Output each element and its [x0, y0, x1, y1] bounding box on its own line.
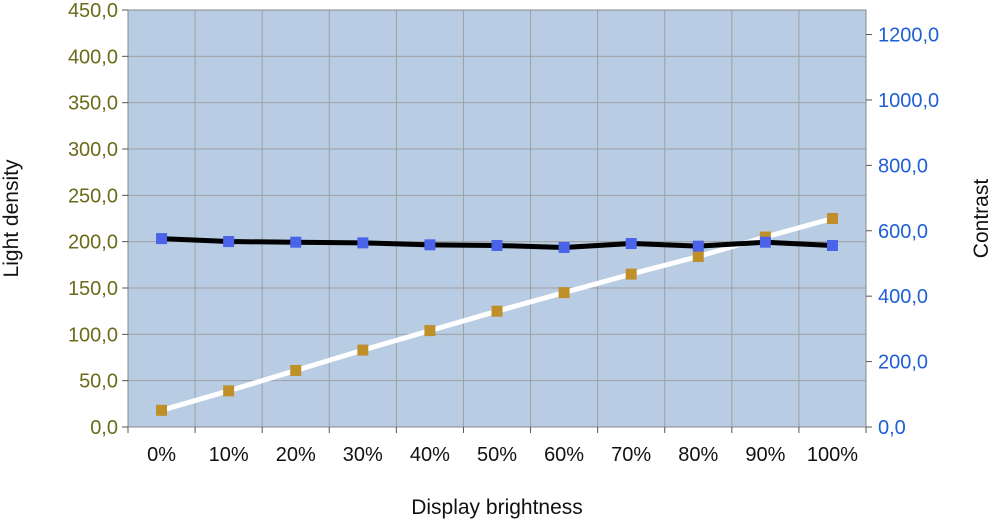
series-1-point	[290, 364, 302, 376]
series-2-point	[759, 236, 771, 248]
right-tick-label: 400,0	[878, 286, 928, 308]
left-axis-title: Light density	[0, 159, 23, 277]
x-tick-label: 60%	[544, 444, 584, 466]
x-axis-ticks: 0% 10% 20% 30% 40% 50% 60% 70% 80% 90% 100%	[127, 427, 867, 466]
left-tick-label: 300,0	[68, 139, 118, 161]
left-tick-label: 0,0	[90, 417, 118, 439]
x-tick-label: 100%	[807, 444, 858, 466]
series-1-point	[491, 305, 503, 317]
series-2-point	[558, 241, 570, 253]
right-tick-label: 1000,0	[878, 90, 939, 112]
series-1-point	[156, 404, 168, 416]
plot-area	[128, 10, 866, 427]
series-1-point	[826, 213, 838, 224]
x-tick-label: 80%	[678, 444, 718, 466]
left-tick-label: 150,0	[68, 278, 118, 300]
left-tick-label: 450,0	[68, 0, 118, 22]
left-axis-ticks: 0,0 50,0 100,0 150,0 200,0 250,0 300,0 350,0 400…	[68, 0, 128, 439]
series-1-point	[357, 344, 369, 356]
series-1-point	[223, 385, 235, 397]
right-axis-title: Contrast	[970, 179, 993, 259]
x-tick-label: 70%	[611, 444, 651, 466]
series-2-point	[491, 239, 503, 251]
series-2-point	[156, 233, 168, 245]
series-2-point	[826, 239, 838, 251]
series-2-point	[290, 236, 302, 248]
plot-frame	[127, 9, 867, 428]
x-tick-label: 10%	[209, 444, 249, 466]
left-tick-label: 400,0	[68, 46, 118, 68]
left-tick-label: 50,0	[79, 371, 118, 393]
series-2-point	[424, 239, 436, 251]
series-layer	[156, 213, 838, 416]
left-tick-label: 350,0	[68, 93, 118, 115]
series-2-point	[357, 237, 369, 249]
right-tick-label: 600,0	[878, 221, 928, 243]
x-tick-label: 50%	[477, 444, 517, 466]
series-2-point	[625, 238, 637, 250]
x-tick-label: 20%	[276, 444, 316, 466]
series-1-point	[558, 287, 570, 299]
series-2-point	[223, 236, 235, 248]
series-1-point	[424, 325, 436, 337]
x-tick-label: 0%	[147, 444, 176, 466]
x-tick-label: 30%	[343, 444, 383, 466]
series-2-point	[692, 240, 704, 252]
right-tick-label: 1200,0	[878, 25, 939, 47]
left-tick-label: 100,0	[68, 324, 118, 346]
left-tick-label: 200,0	[68, 232, 118, 254]
right-tick-label: 0,0	[878, 417, 906, 439]
x-tick-label: 40%	[410, 444, 450, 466]
right-tick-label: 800,0	[878, 155, 928, 177]
x-axis-title: Display brightness	[411, 496, 583, 519]
right-axis-ticks: 0,0 200,0 400,0 600,0 800,0 1000,0 1200,0	[866, 25, 939, 439]
left-tick-label: 250,0	[68, 185, 118, 207]
x-tick-label: 90%	[745, 444, 785, 466]
series-1-point	[692, 250, 704, 262]
right-tick-label: 200,0	[878, 352, 928, 374]
series-1-point	[625, 268, 637, 280]
